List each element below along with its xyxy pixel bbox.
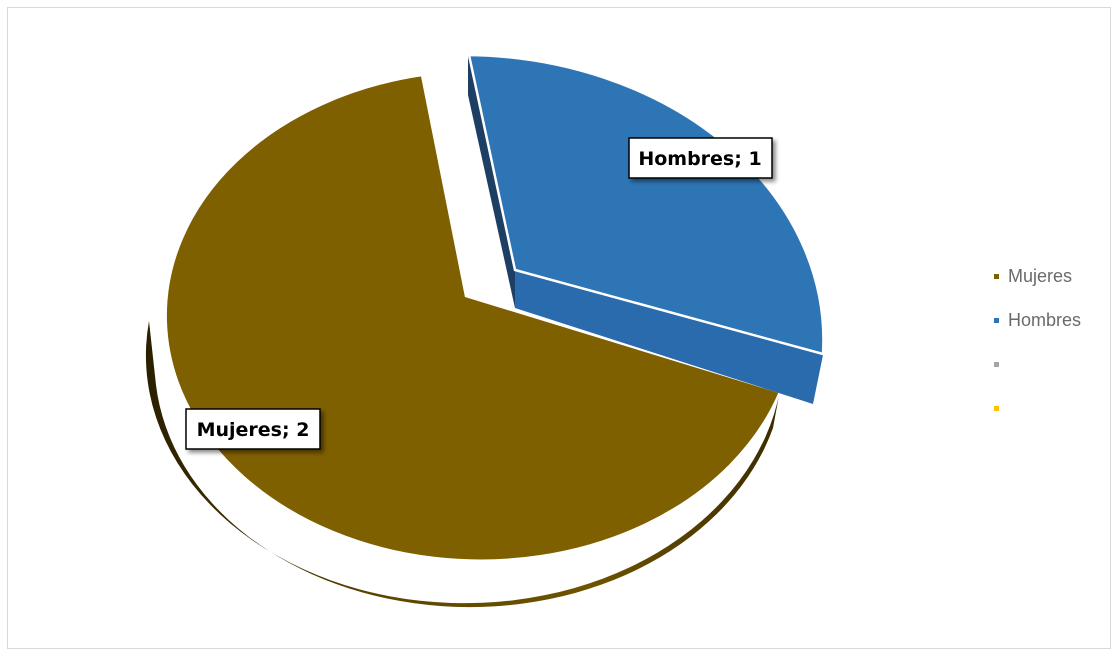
legend-swatch xyxy=(994,273,999,279)
legend-swatch xyxy=(994,405,999,411)
legend-label: Mujeres xyxy=(1008,265,1073,286)
legend-item-hombres: Hombres xyxy=(990,298,1116,342)
legend-swatch xyxy=(994,361,999,367)
slice-hombres-side-inner xyxy=(468,55,515,308)
legend-item-3 xyxy=(990,342,1116,386)
legend: Mujeres Hombres xyxy=(990,254,1116,430)
legend-item-4 xyxy=(990,386,1116,430)
data-label-hombres: Hombres; 1 xyxy=(628,137,773,179)
data-label-mujeres: Mujeres; 2 xyxy=(185,408,321,450)
slice-hombres-side-front xyxy=(515,268,823,404)
legend-label: Hombres xyxy=(1008,309,1082,330)
legend-swatch xyxy=(994,317,999,323)
data-label-hombres-text: Hombres; 1 xyxy=(638,148,761,170)
legend-item-mujeres: Mujeres xyxy=(990,254,1116,298)
data-label-mujeres-text: Mujeres; 2 xyxy=(197,419,310,441)
